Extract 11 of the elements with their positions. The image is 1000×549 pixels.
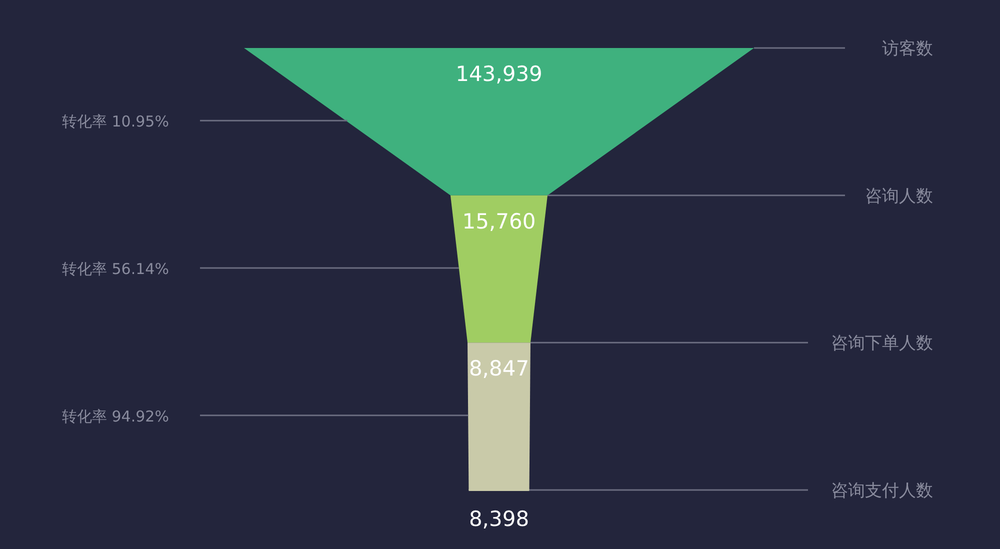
text: 转化率 56.14%	[62, 260, 169, 278]
data-label: 8,847	[468, 356, 530, 381]
text: 转化率 10.95%	[62, 112, 169, 131]
category-label: 咨询支付人数	[831, 481, 933, 501]
category-label: 访客数	[882, 39, 933, 59]
category-label: 咨询下单人数	[831, 334, 933, 354]
category-label: 咨询人数	[865, 186, 933, 206]
data-label: 15,760	[462, 209, 536, 234]
text: 转化率 94.92%	[62, 407, 169, 426]
data-label: 8,398	[468, 507, 530, 531]
data-label: 143,939	[456, 62, 542, 86]
